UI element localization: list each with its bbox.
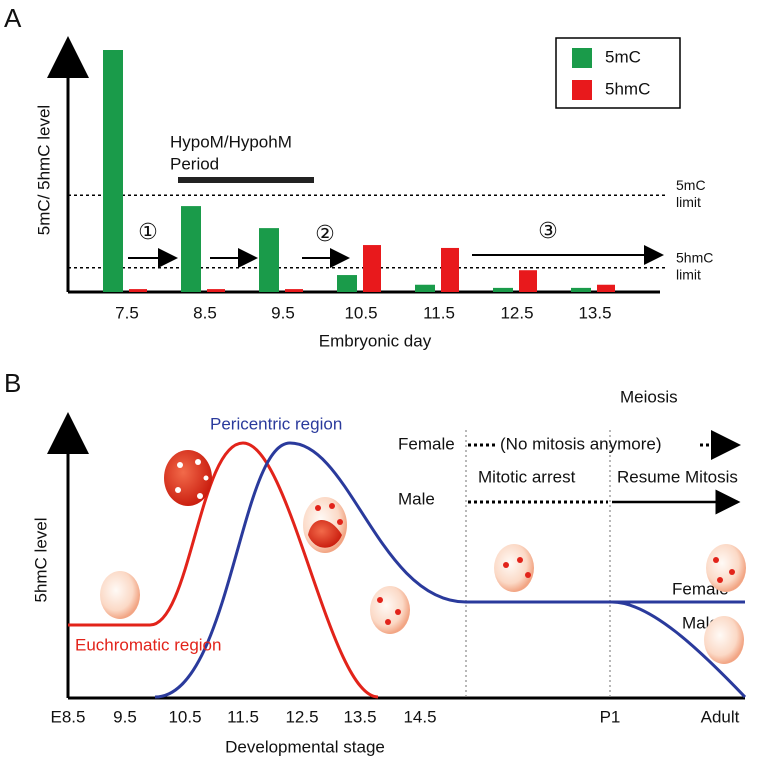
pericentric-curve (154, 441, 745, 699)
cell (494, 544, 534, 592)
cell-dots (175, 459, 209, 499)
x-tick-label: E8.5 (51, 707, 86, 726)
x-tick-label: 11.5 (227, 707, 259, 726)
legend-text: Mitotic arrest (478, 467, 576, 486)
bar (493, 287, 513, 292)
x-tick-label: 14.5 (403, 707, 436, 726)
step-label: ③ (538, 219, 558, 244)
bar (519, 270, 537, 292)
x-tick-label: 9.5 (113, 707, 137, 726)
step-label: ① (138, 220, 158, 245)
bar (103, 50, 123, 292)
bar (337, 275, 357, 292)
x-tick-label: P1 (600, 707, 621, 726)
legend-swatch (572, 48, 592, 68)
cell-part (308, 520, 342, 548)
x-tick-label: 12.5 (500, 303, 533, 322)
cell-icons (100, 450, 746, 664)
cell-dots (315, 503, 735, 625)
x-tick-label: 13.5 (578, 303, 611, 322)
bar (441, 247, 459, 292)
legend-text: Meiosis (620, 387, 678, 406)
legend-label: 5mC (605, 47, 641, 66)
bar (571, 287, 591, 292)
x-tick-label: 9.5 (271, 303, 295, 322)
legend-text: Male (398, 489, 435, 508)
panel-b: B 5hmC level Developmental stage Pericen… (4, 368, 747, 756)
x-tick-label: 10.5 (344, 303, 377, 322)
limit-label: limit (676, 267, 701, 283)
cell (100, 571, 140, 619)
y-axis-label: 5mC/ 5hmC level (34, 105, 53, 235)
x-axis-label: Embryonic day (319, 331, 432, 350)
limit-label: 5hmC (676, 250, 713, 266)
cell (704, 616, 744, 664)
annotation: Period (170, 154, 219, 173)
x-tick-label: 7.5 (115, 303, 139, 322)
bar (181, 206, 201, 292)
bar (207, 289, 225, 292)
x-tick-label: 12.5 (285, 707, 318, 726)
y-axis-label: 5hmC level (31, 517, 50, 602)
bar (129, 289, 147, 292)
x-tick-label: 8.5 (193, 303, 217, 322)
x-tick-label: 10.5 (168, 707, 201, 726)
legend-swatch (572, 80, 592, 100)
x-axis-label: Developmental stage (225, 737, 385, 756)
x-tick-label: 13.5 (343, 707, 376, 726)
x-tick-label: Adult (701, 707, 740, 726)
legend-text: Resume Mitosis (617, 467, 738, 486)
limit-label: 5mC (676, 177, 706, 193)
x-tick-label: 11.5 (423, 303, 455, 322)
cell (370, 586, 410, 634)
curve-label: Euchromatic region (75, 635, 221, 654)
bar (363, 245, 381, 292)
limit-label: limit (676, 194, 701, 210)
arrows (128, 245, 664, 268)
bar (597, 284, 615, 292)
legend-text: Female (398, 434, 455, 453)
bar (259, 228, 279, 292)
panel-label: A (4, 3, 22, 33)
male-curve (611, 600, 747, 699)
step-label: ② (315, 222, 335, 247)
curve-label: Pericentric region (210, 414, 342, 433)
annotation: HypoM/HypohM (170, 132, 292, 151)
euchromatic-curve (68, 441, 379, 699)
legend-text: (No mitosis anymore) (500, 434, 662, 453)
cell (706, 544, 746, 592)
bar (415, 284, 435, 292)
panel-a: A 5mC/ 5hmC level Embryonic day HypoM/Hy… (4, 3, 713, 351)
bar (285, 289, 303, 292)
panel-label: B (4, 368, 21, 398)
legend-label: 5hmC (605, 79, 650, 98)
